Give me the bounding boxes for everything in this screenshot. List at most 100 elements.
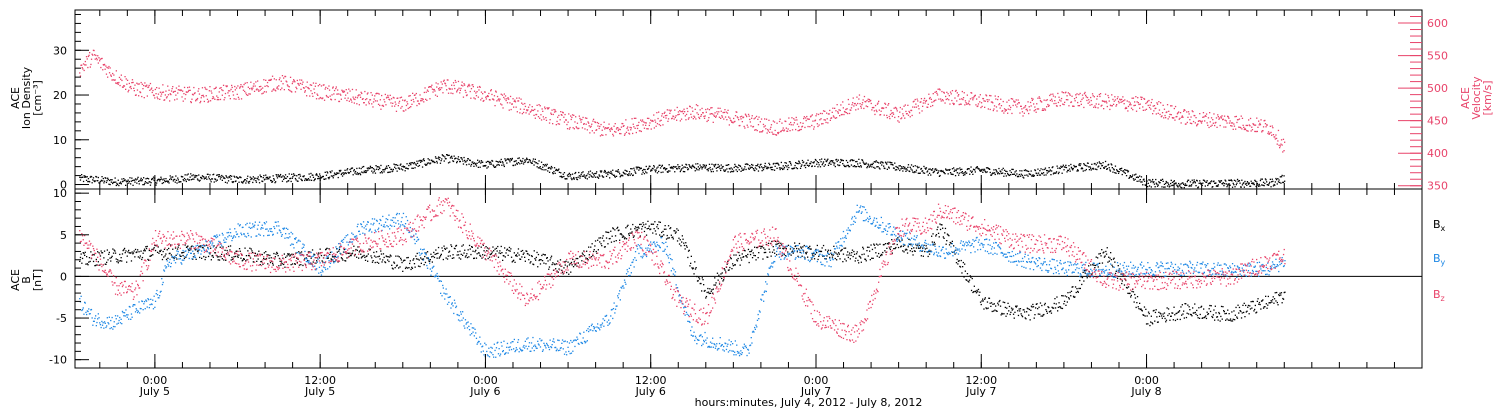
velocity-series-point <box>356 97 359 99</box>
velocity-series-point <box>819 112 822 115</box>
bx-series-point <box>152 254 154 256</box>
ion-density-series-point <box>902 166 905 168</box>
bx-series-point <box>559 259 562 261</box>
velocity-series-point <box>672 115 675 118</box>
bx-series-point <box>163 256 165 258</box>
bx-series-point <box>404 259 406 261</box>
velocity-series-point <box>1099 93 1102 95</box>
velocity-series-point <box>924 102 926 104</box>
velocity-series-point <box>1089 104 1091 106</box>
velocity-series-point <box>432 91 434 93</box>
ion-density-series-point <box>126 180 129 182</box>
ion-density-series-point <box>265 176 267 179</box>
bx-series-point <box>566 265 568 267</box>
velocity-series-point <box>495 91 497 93</box>
ion-density-series-point <box>1049 170 1051 172</box>
ion-density-series-point <box>912 165 914 168</box>
bx-series-point <box>531 255 533 258</box>
velocity-series-point <box>1002 110 1004 112</box>
velocity-series-point <box>84 64 86 66</box>
velocity-series-point <box>555 124 557 126</box>
ion-density-series-point <box>312 174 314 176</box>
bx-series-point <box>639 223 641 226</box>
velocity-series-point <box>821 112 823 115</box>
velocity-series-point <box>1079 92 1081 95</box>
ion-density-series-point <box>482 161 484 163</box>
ion-density-series-point <box>1057 172 1060 175</box>
ion-density-series-point <box>353 170 355 172</box>
bx-series-point <box>403 259 405 261</box>
bx-series-point <box>261 253 263 256</box>
ion-density-series-point <box>1239 182 1241 184</box>
velocity-series-point <box>451 88 453 90</box>
panel-frames <box>74 9 1423 369</box>
bx-series-point <box>667 225 670 227</box>
bx-series-point <box>391 267 394 269</box>
ion-density-series-point <box>888 166 890 168</box>
velocity-series-point <box>723 111 725 114</box>
velocity-series-point <box>707 119 709 121</box>
velocity-series-point <box>99 60 101 62</box>
velocity-series-point <box>668 109 670 111</box>
velocity-series-point <box>631 118 633 120</box>
ion-density-series-point <box>568 172 571 174</box>
ion-density-series-point <box>1241 184 1244 186</box>
velocity-series-point <box>897 116 900 118</box>
ion-density-series-point <box>577 176 579 178</box>
velocity-series-point <box>941 90 943 93</box>
ion-density-series-point <box>959 169 962 171</box>
velocity-series-point <box>254 85 256 87</box>
bx-series-point <box>139 255 141 257</box>
bx-series-point <box>482 254 484 256</box>
velocity-series-point <box>867 98 869 100</box>
velocity-series-point <box>1225 126 1227 128</box>
bx-series-point <box>316 260 318 262</box>
bx-series-point <box>805 253 807 255</box>
bx-series-point <box>205 244 208 246</box>
ion-density-series-point <box>633 167 635 169</box>
ion-density-series-point <box>488 160 490 163</box>
ion-density-series-point <box>496 164 498 166</box>
velocity-series-point <box>1277 129 1280 132</box>
bx-series-point <box>327 257 329 259</box>
velocity-series-point <box>915 106 918 108</box>
ion-density-series-point <box>172 176 174 178</box>
velocity-series-point <box>1210 117 1213 119</box>
velocity-series-point <box>845 108 847 111</box>
velocity-series-point <box>1121 100 1123 103</box>
velocity-series-point <box>747 113 750 116</box>
ion-density-series-point <box>834 165 836 168</box>
velocity-series-point <box>848 112 851 115</box>
ion-density-series-point <box>1141 181 1143 183</box>
ion-density-series-point <box>604 169 606 172</box>
bx-series-point <box>569 262 571 265</box>
ion-density-series-point <box>1137 176 1139 179</box>
ion-density-series-point <box>273 178 275 180</box>
velocity-series-point <box>1006 101 1008 103</box>
velocity-series-point <box>324 88 326 90</box>
ion-density-series-point <box>82 180 85 183</box>
velocity-series-point <box>1264 119 1266 122</box>
velocity-series-point <box>315 98 318 100</box>
ion-density-series-point <box>716 166 719 169</box>
ion-density-series-point <box>636 166 639 168</box>
velocity-series-point <box>674 116 676 119</box>
velocity-series-point <box>961 90 963 93</box>
velocity-series-point <box>328 89 331 91</box>
velocity-series-point <box>655 125 657 127</box>
ion-density-series-point <box>175 179 178 181</box>
velocity-series-point <box>1002 100 1004 103</box>
ion-density-series-point <box>922 172 924 174</box>
bx-series-point <box>529 262 531 264</box>
ion-density-series-point <box>858 166 861 168</box>
velocity-series-point <box>164 94 166 96</box>
velocity-series-point <box>172 91 174 93</box>
bx-series-point <box>174 247 177 249</box>
ion-density-series-point <box>398 168 401 170</box>
velocity-series-point <box>1203 116 1205 118</box>
velocity-series-point <box>863 95 866 98</box>
ion-density-series-point <box>85 179 88 181</box>
ion-density-series-point <box>123 179 126 182</box>
velocity-series-point <box>278 85 280 87</box>
ion-density-series-point <box>141 179 143 181</box>
